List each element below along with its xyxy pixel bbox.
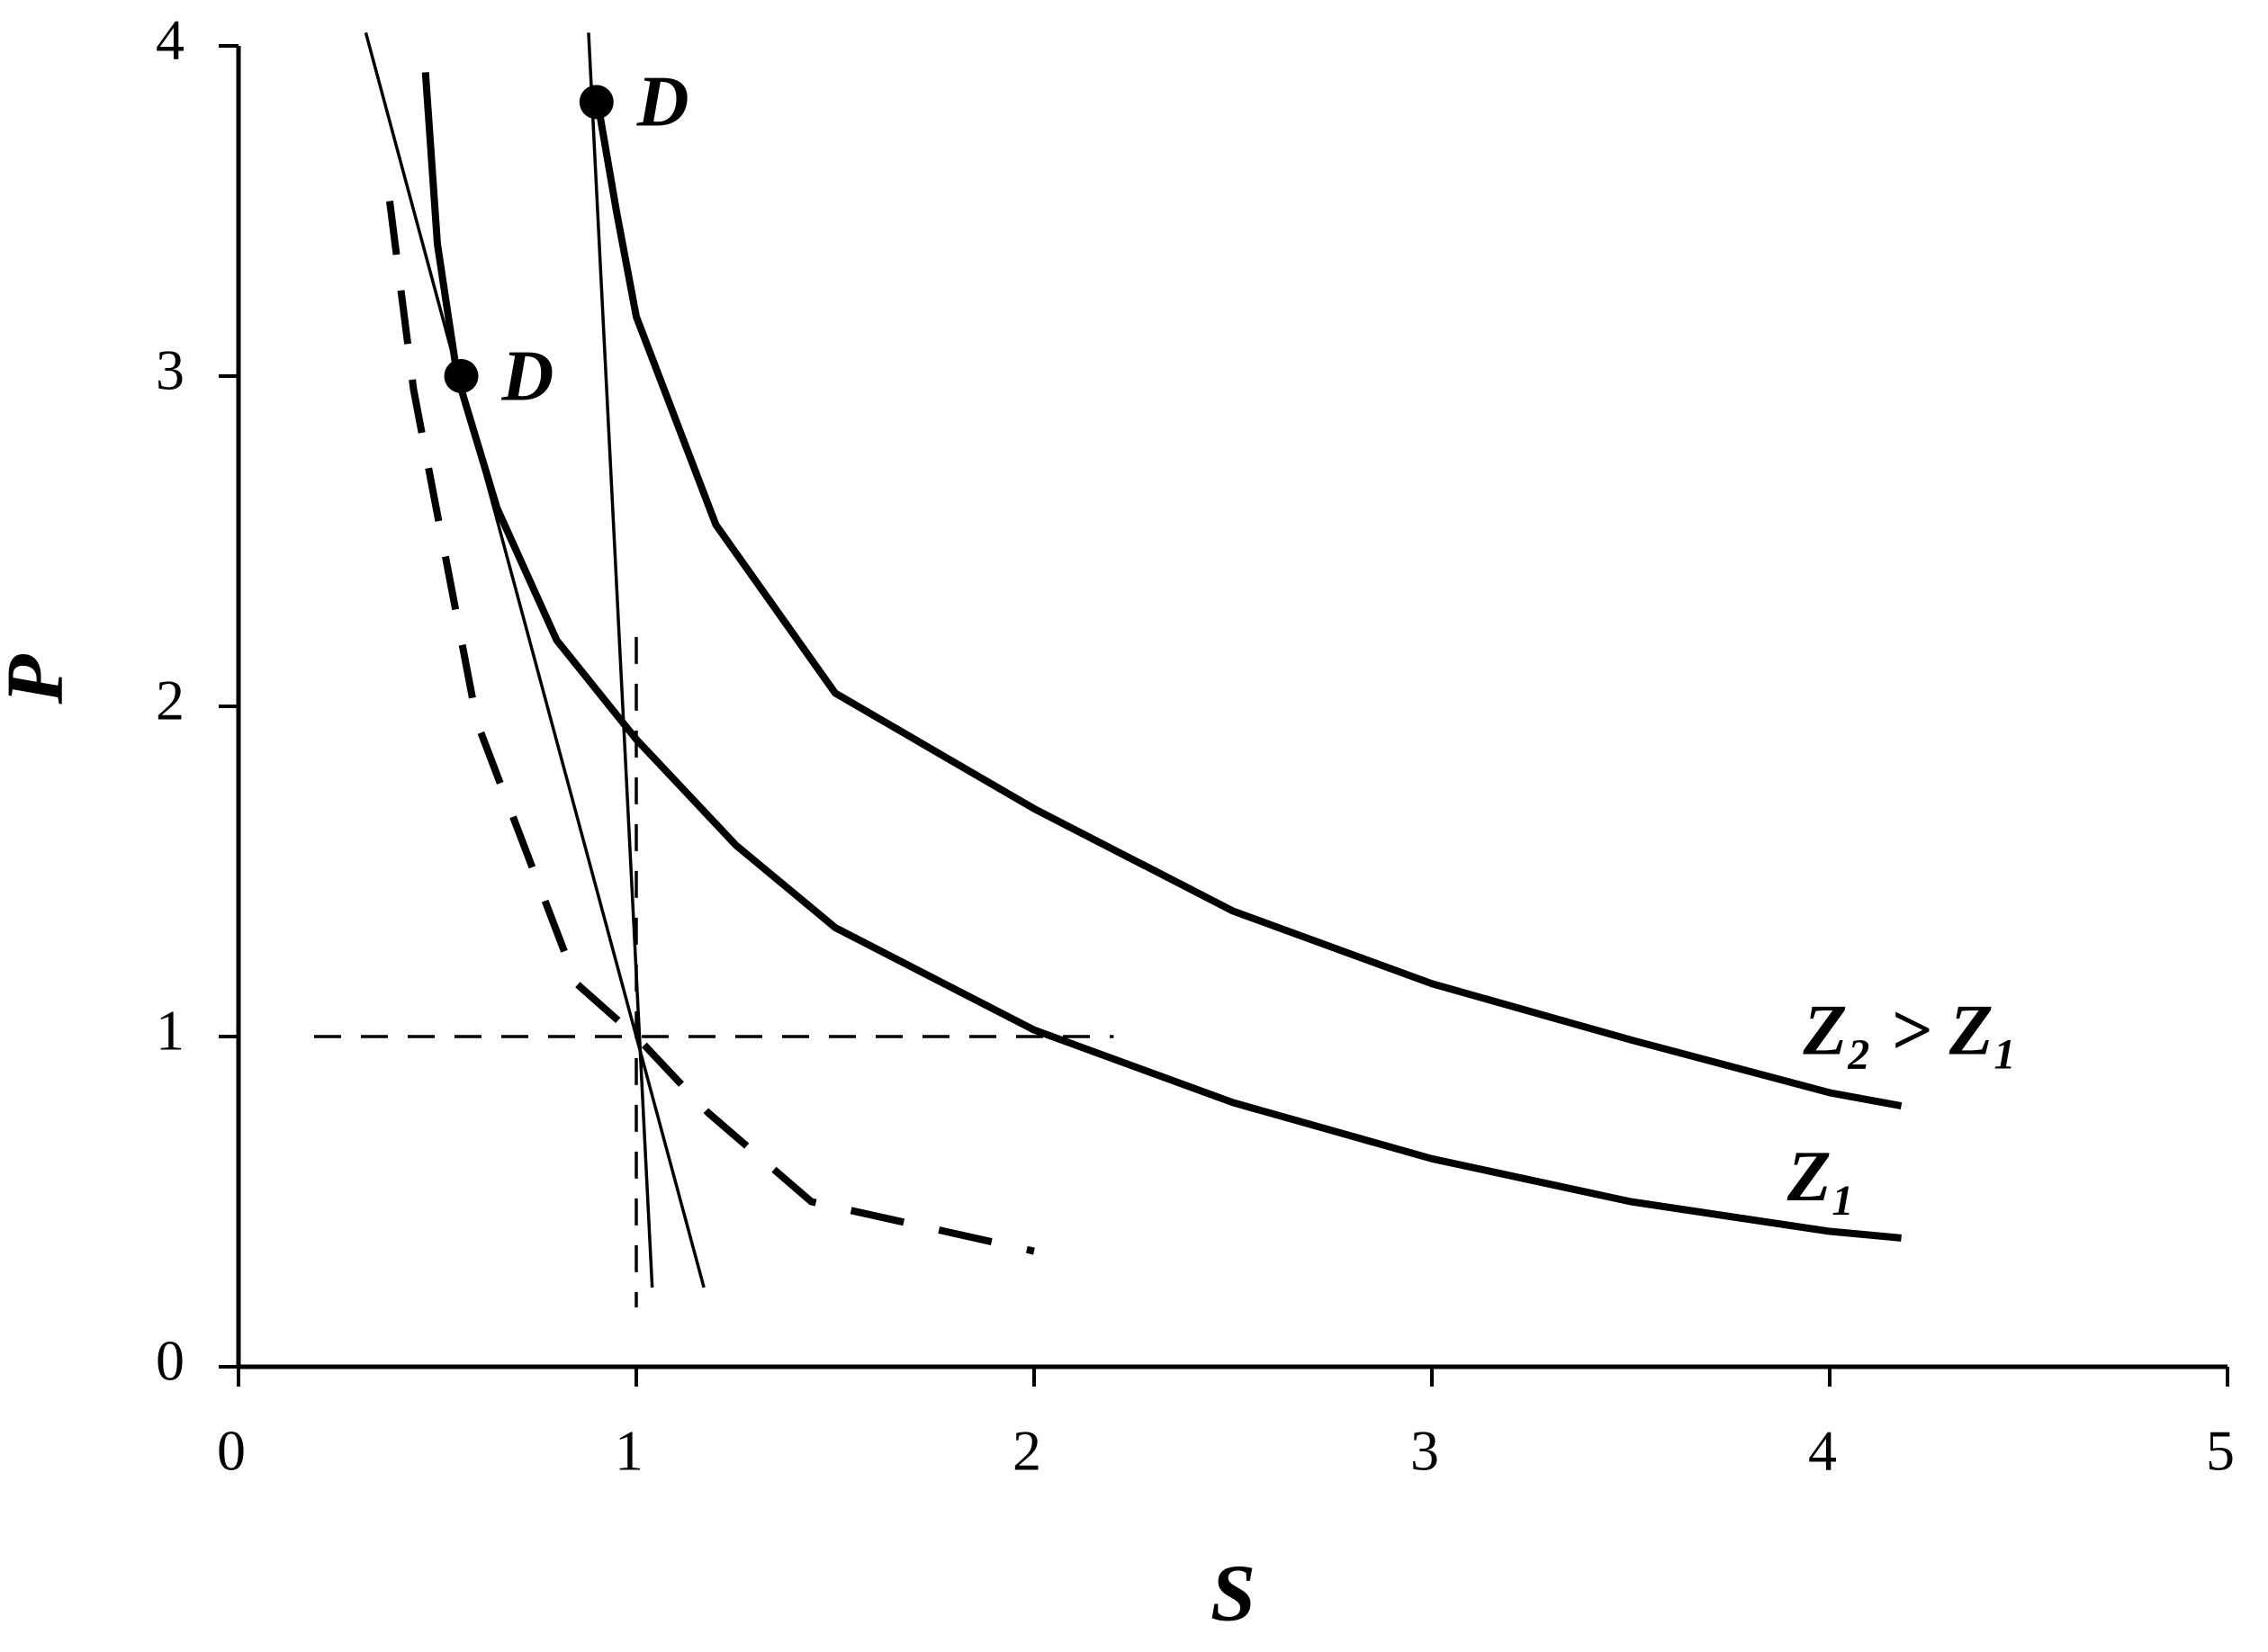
x-tick-label: 1 [615,1419,644,1483]
y-tick-label: 3 [156,338,184,402]
x-axis-title: S [1210,1549,1256,1639]
x-tick-label: 5 [2206,1419,2235,1483]
y-tick-label: 2 [156,669,184,732]
point [444,359,479,393]
curve-label: Z₂ > Z₁ [1802,991,2018,1070]
point-label: D [636,63,689,142]
y-tick-label: 0 [156,1329,184,1393]
point-label: D [501,337,554,416]
curve [385,200,1035,1255]
x-tick-label: 3 [1410,1419,1439,1483]
y-tick-label: 4 [156,8,184,72]
x-tick-label: 0 [217,1419,246,1483]
x-tick-label: 2 [1012,1419,1041,1483]
y-axis-title: P [0,653,80,705]
y-tick-label: 1 [156,999,184,1063]
point [579,85,614,120]
curve [364,31,706,1288]
curve [421,72,1902,1242]
curve [592,94,1903,1110]
curve-label: Z₁ [1786,1137,1857,1217]
x-tick-label: 4 [1808,1419,1837,1483]
curve [587,32,654,1288]
